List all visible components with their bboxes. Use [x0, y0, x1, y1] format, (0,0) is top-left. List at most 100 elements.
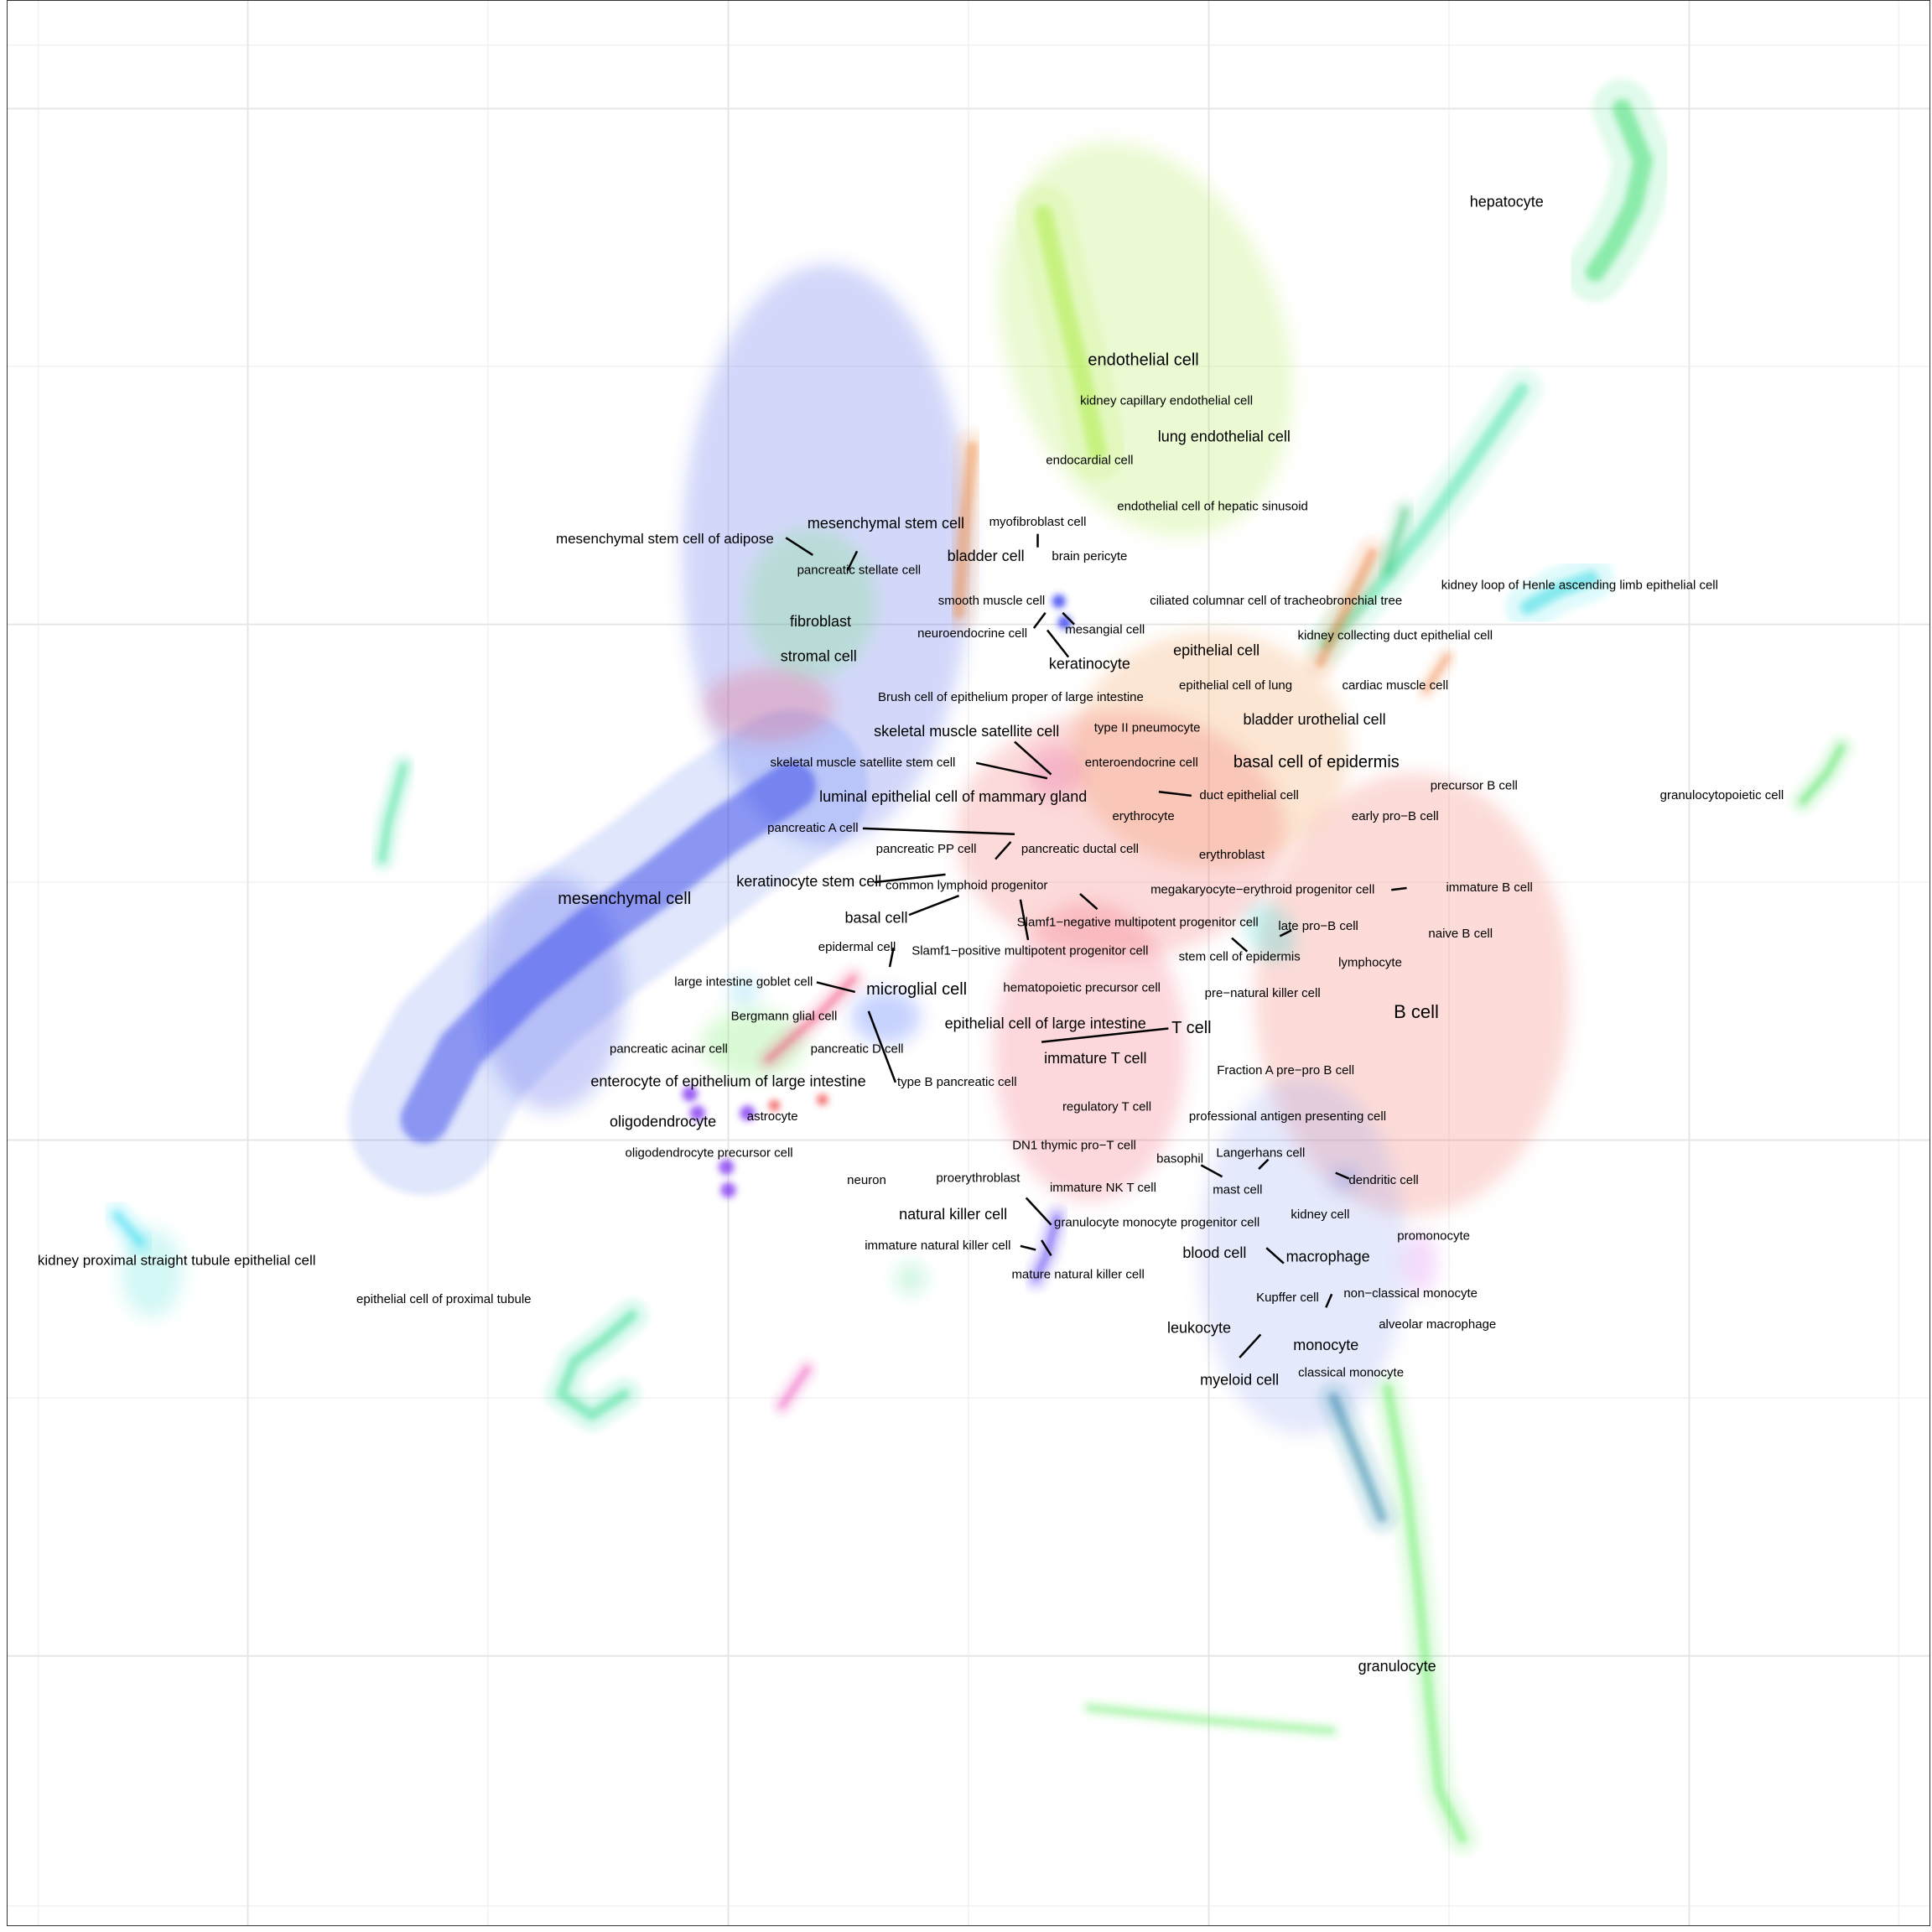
label-slamf1-positive-multipotent-progenitor-cell: Slamf1−positive multipotent progenitor c…	[911, 944, 1148, 958]
label-naive-b-cell: naive B cell	[1428, 927, 1493, 941]
label-granulocyte: granulocyte	[1358, 1658, 1436, 1675]
cluster-natural-killer-cell-core	[1031, 1213, 1062, 1283]
label-ciliated-columnar-cell-of-tracheobronchial-tree: ciliated columnar cell of tracheobronchi…	[1150, 594, 1402, 608]
leader-line	[888, 947, 895, 968]
leader-line	[874, 873, 946, 884]
label-stromal-cell: stromal cell	[781, 647, 857, 664]
label-b-cell: B cell	[1394, 1001, 1439, 1022]
cluster-granulocyte-core	[1382, 1383, 1468, 1845]
leader-line	[816, 981, 856, 994]
leader-line	[1258, 1158, 1270, 1170]
label-leader-lines	[785, 533, 1407, 1358]
cluster-kidney-proximal-straight-tubule-epithelial-cell-core	[112, 1210, 145, 1247]
label-duct-epithelial-cell: duct epithelial cell	[1199, 788, 1298, 802]
label-mesenchymal-cell: mesenchymal cell	[558, 890, 691, 908]
cluster-fibroblast	[745, 527, 876, 678]
label-erythroblast: erythroblast	[1199, 848, 1265, 862]
cluster-pancreatic-a-cell	[1052, 595, 1066, 609]
label-granulocytopoietic-cell: granulocytopoietic cell	[1660, 788, 1784, 802]
label-non-classical-monocyte: non−classical monocyte	[1343, 1286, 1478, 1301]
label-regulatory-t-cell: regulatory T cell	[1062, 1100, 1151, 1114]
label-epithelial-cell-of-proximal-tubule: epithelial cell of proximal tubule	[356, 1292, 531, 1306]
label-t-cell: T cell	[1171, 1019, 1211, 1037]
leader-line	[1325, 1293, 1333, 1308]
cluster-late-pro-b-cell	[1244, 903, 1296, 962]
cluster-oligodendrocyte	[682, 1086, 698, 1102]
label-lymphocyte: lymphocyte	[1338, 955, 1402, 969]
label-macrophage: macrophage	[1286, 1248, 1370, 1265]
leader-line	[1279, 929, 1292, 937]
label-smooth-muscle-cell: smooth muscle cell	[938, 594, 1046, 608]
cluster-bladder-cell-core	[953, 441, 979, 620]
leader-line	[1020, 1244, 1036, 1251]
label-epithelial-cell-of-lung: epithelial cell of lung	[1179, 678, 1292, 693]
label-mast-cell: mast cell	[1213, 1182, 1262, 1197]
leader-line	[1025, 1197, 1052, 1226]
cluster-hepatocyte-core	[1585, 99, 1653, 282]
cluster-kidney-loop-of-henle-ascending-limb-epithelial-cell-core	[1520, 570, 1599, 615]
label-epithelial-cell: epithelial cell	[1173, 641, 1259, 658]
label-monocyte: monocyte	[1293, 1337, 1358, 1353]
label-pancreatic-d-cell: pancreatic D cell	[811, 1042, 904, 1057]
leader-line	[975, 761, 1048, 780]
leader-line	[867, 1010, 897, 1083]
label-granulocyte-monocyte-progenitor-cell: granulocyte monocyte progenitor cell	[1054, 1215, 1259, 1229]
label-pre-natural-killer-cell: pre−natural killer cell	[1205, 986, 1321, 1000]
label-large-intestine-goblet-cell: large intestine goblet cell	[674, 974, 813, 989]
label-keratinocyte-stem-cell: keratinocyte stem cell	[736, 873, 881, 890]
label-fraction-a-pre-pro-b-cell: Fraction A pre−pro B cell	[1217, 1063, 1354, 1078]
label-cardiac-muscle-cell: cardiac muscle cell	[1342, 678, 1448, 693]
label-basal-cell: basal cell	[844, 909, 907, 926]
label-langerhans-cell: Langerhans cell	[1216, 1146, 1305, 1161]
label-bladder-cell: bladder cell	[948, 548, 1025, 564]
cluster-oligodendrocyte	[689, 1105, 705, 1121]
point-clouds	[101, 79, 1854, 1856]
leader-line	[1046, 629, 1070, 658]
cluster-labels: hepatocyte endothelial cell kidney capilla…	[38, 194, 1784, 1675]
label-myeloid-cell: myeloid cell	[1200, 1371, 1279, 1388]
label-basal-cell-of-epidermis: basal cell of epidermis	[1233, 753, 1400, 771]
label-late-pro-b-cell: late pro−B cell	[1278, 919, 1358, 933]
leader-line	[846, 550, 859, 571]
label-mesenchymal-stem-cell: mesenchymal stem cell	[808, 515, 964, 532]
label-erythrocyte: erythrocyte	[1112, 809, 1174, 823]
cluster-granulocyte-core	[1087, 1705, 1335, 1734]
cluster-skeletal-muscle-satellite-cell	[1028, 745, 1083, 800]
label-mature-natural-killer-cell: mature natural killer cell	[1011, 1267, 1144, 1281]
leader-line	[1391, 886, 1407, 891]
label-endothelial-cell: endothelial cell	[1088, 351, 1198, 369]
label-kidney-capillary-endothelial-cell: kidney capillary endothelial cell	[1080, 393, 1253, 408]
label-luminal-epithelial-cell-of-mammary-gland: luminal epithelial cell of mammary gland	[819, 788, 1087, 805]
leader-line	[785, 537, 814, 557]
cluster-mesenchymal-cell	[478, 876, 625, 1112]
leader-line	[1041, 1027, 1169, 1043]
label-blood-cell: blood cell	[1182, 1244, 1246, 1261]
label-epidermal-cell: epidermal cell	[818, 940, 896, 954]
label-oligodendrocyte: oligodendrocyte	[610, 1114, 716, 1130]
cluster-cardiac-muscle-cell-core	[1314, 548, 1378, 668]
label-enterocyte-of-epithelium-of-large-intestine: enterocyte of epithelium of large intest…	[590, 1073, 865, 1090]
cluster-epithelial-cell-of-proximal-tubule-core	[378, 762, 408, 864]
label-skeletal-muscle-satellite-cell: skeletal muscle satellite cell	[874, 723, 1059, 740]
label-endocardial-cell: endocardial cell	[1046, 453, 1133, 467]
label-basophil: basophil	[1156, 1152, 1203, 1166]
label-stem-cell-of-epidermis: stem cell of epidermis	[1179, 950, 1301, 964]
label-hematopoietic-precursor-cell: hematopoietic precursor cell	[1003, 980, 1161, 995]
leader-line	[1265, 1247, 1285, 1265]
label-immature-b-cell: immature B cell	[1446, 880, 1532, 895]
cluster-bergmann-glial-cell	[728, 976, 760, 1008]
label-classical-monocyte: classical monocyte	[1298, 1365, 1404, 1379]
label-keratinocyte: keratinocyte	[1049, 656, 1130, 673]
label-immature-natural-killer-cell: immature natural killer cell	[865, 1239, 1010, 1253]
leader-line	[1079, 892, 1098, 911]
leader-line	[1032, 612, 1046, 629]
label-kidney-proximal-straight-tubule-epithelial-cell: kidney proximal straight tubule epitheli…	[38, 1253, 316, 1269]
leader-line	[1014, 740, 1052, 776]
label-bladder-urothelial-cell: bladder urothelial cell	[1244, 711, 1386, 728]
label-kidney-cell: kidney cell	[1291, 1208, 1349, 1222]
label-fibroblast: fibroblast	[790, 613, 851, 630]
label-microglial-cell: microglial cell	[866, 980, 967, 999]
label-endothelial-cell-of-hepatic-sinusoid: endothelial cell of hepatic sinusoid	[1117, 500, 1308, 514]
label-lung-endothelial-cell: lung endothelial cell	[1158, 428, 1291, 445]
leader-line	[862, 827, 1015, 835]
